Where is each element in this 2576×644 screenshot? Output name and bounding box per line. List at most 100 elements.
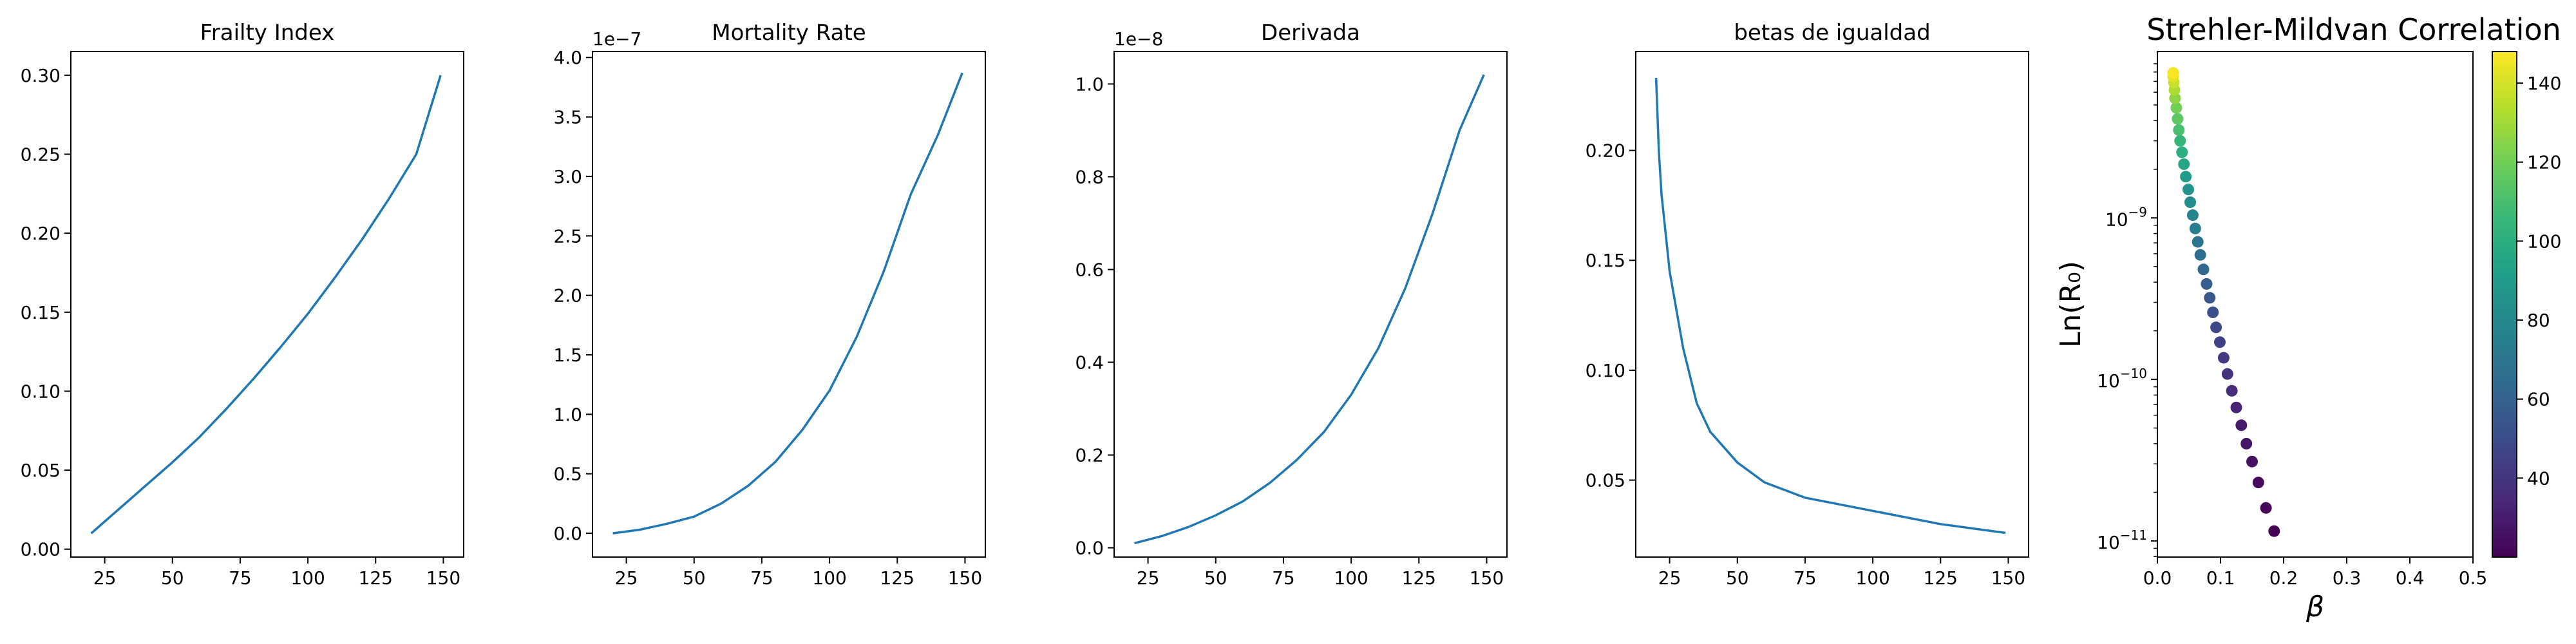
y-tick-label: 3.5 bbox=[553, 107, 582, 128]
subplot-2: Mortality Rate 1e−7 25 50 75 100 125 150 0.0 0.5 1… bbox=[553, 20, 986, 589]
subplot-title: Derivada bbox=[1261, 20, 1360, 46]
series-line bbox=[612, 72, 963, 535]
scatter-point bbox=[2204, 292, 2216, 304]
scatter-point bbox=[2184, 196, 2196, 208]
y-tick-label: 0.5 bbox=[553, 464, 582, 485]
scatter-point bbox=[2174, 135, 2186, 147]
scatter-point bbox=[2221, 368, 2233, 380]
x-tick-label: 100 bbox=[290, 567, 325, 589]
scatter-point bbox=[2167, 67, 2179, 79]
colorbar-tick-label: 120 bbox=[2527, 152, 2561, 173]
x-tick-label: 0.1 bbox=[2206, 567, 2235, 589]
y-tick-label: 0.20 bbox=[1586, 140, 1625, 162]
x-tick-label: 25 bbox=[1658, 567, 1681, 589]
axes-frame bbox=[70, 51, 464, 558]
y-tick-label: 0.10 bbox=[1586, 360, 1625, 381]
colorbar-tick-label: 80 bbox=[2527, 310, 2550, 331]
scatter-point bbox=[2246, 455, 2258, 468]
y-tick-label: 2.0 bbox=[553, 285, 582, 307]
x-tick-label: 50 bbox=[161, 567, 184, 589]
scatter-point bbox=[2183, 184, 2194, 196]
colorbar: 40 60 80 100 120 140 bbox=[2492, 51, 2561, 558]
y-tick-label: 0.4 bbox=[1075, 352, 1104, 374]
scatter-point bbox=[2235, 419, 2248, 431]
y-tick-label: 0.0 bbox=[1075, 538, 1104, 559]
y-tick-label: 1.5 bbox=[553, 345, 582, 366]
scatter-point bbox=[2172, 113, 2184, 125]
x-tick-label: 75 bbox=[1272, 567, 1295, 589]
x-tick-label: 75 bbox=[229, 567, 252, 589]
scatter-point bbox=[2207, 307, 2219, 318]
y-tick-label: 0.05 bbox=[21, 460, 61, 481]
x-tick-label: 100 bbox=[812, 567, 846, 589]
scatter-point bbox=[2169, 92, 2181, 104]
subplot-title: Strehler-Mildvan Correlation bbox=[2146, 12, 2561, 47]
y-tick-label: 0.05 bbox=[1586, 470, 1625, 491]
colorbar-tick-label: 40 bbox=[2527, 468, 2550, 489]
series-line bbox=[1134, 74, 1485, 545]
x-tick-label: 125 bbox=[880, 567, 914, 589]
y-tick-label: 0.15 bbox=[21, 302, 61, 323]
y-tick-label: 2.5 bbox=[553, 225, 582, 247]
scatter-point bbox=[2186, 209, 2199, 222]
y-tick-label: 0.30 bbox=[21, 65, 61, 86]
subplot-4: betas de igualdad 25 50 75 100 125 150 0.05 0.10… bbox=[1586, 20, 2029, 589]
x-tick-label: 150 bbox=[1991, 567, 2025, 589]
y-tick-label: 1.0 bbox=[1075, 73, 1104, 95]
x-tick-label: 0.0 bbox=[2143, 567, 2172, 589]
scatter-point bbox=[2197, 263, 2210, 276]
colorbar-tick-label: 140 bbox=[2527, 73, 2561, 94]
scatter-point bbox=[2178, 158, 2190, 170]
x-tick-label: 25 bbox=[1137, 567, 1160, 589]
y-tick-label: 10−9 bbox=[2105, 204, 2147, 230]
axes-frame bbox=[1635, 51, 2029, 558]
scatter-point bbox=[2240, 437, 2253, 450]
colorbar-tick-label: 100 bbox=[2527, 231, 2561, 252]
x-tick-label: 150 bbox=[948, 567, 982, 589]
scatter-point bbox=[2217, 352, 2230, 364]
subplot-title: Mortality Rate bbox=[712, 20, 866, 46]
x-tick-label: 0.5 bbox=[2459, 567, 2488, 589]
x-tick-label: 50 bbox=[1204, 567, 1227, 589]
x-tick-label: 125 bbox=[1402, 567, 1436, 589]
scatter-point bbox=[2252, 477, 2264, 489]
y-tick-label: 3.0 bbox=[553, 166, 582, 187]
scatter-point bbox=[2230, 401, 2242, 413]
y-tick-label: 0.0 bbox=[553, 523, 582, 544]
scatter-point bbox=[2192, 236, 2204, 248]
y-tick-label: 10−11 bbox=[2097, 527, 2147, 553]
x-tick-label: 75 bbox=[750, 567, 773, 589]
subplot-title: betas de igualdad bbox=[1734, 20, 1930, 46]
y-tick-label: 0.00 bbox=[21, 539, 61, 560]
y-tick-label: 0.10 bbox=[21, 381, 61, 402]
subplot-5: Strehler-Mildvan Correlation 0.0 0.1 0.2 0.3… bbox=[2054, 12, 2561, 623]
scatter-point bbox=[2268, 525, 2280, 537]
axes-frame bbox=[1113, 51, 1508, 558]
colorbar-frame bbox=[2492, 51, 2517, 558]
x-tick-label: 50 bbox=[683, 567, 706, 589]
scatter-point bbox=[2180, 171, 2192, 183]
y-tick-label: 4.0 bbox=[553, 47, 582, 68]
x-tick-label: 0.4 bbox=[2396, 567, 2425, 589]
scatter-point bbox=[2260, 502, 2272, 514]
scatter-point bbox=[2176, 146, 2188, 158]
scatter-point bbox=[2189, 222, 2201, 234]
y-tick-label: 1.0 bbox=[553, 404, 582, 425]
y-tick-label: 0.8 bbox=[1075, 166, 1104, 187]
colorbar-tick-label: 60 bbox=[2527, 389, 2550, 410]
y-tick-label: 0.15 bbox=[1586, 250, 1625, 271]
subplot-title: Frailty Index bbox=[200, 20, 335, 46]
colorbar-gradient bbox=[2492, 52, 2517, 557]
y-tick-label: 0.6 bbox=[1075, 259, 1104, 280]
scatter-point bbox=[2173, 124, 2185, 136]
subplot-1: Frailty Index 25 50 75 100 125 150 0.00 0.05 0.10… bbox=[21, 20, 464, 589]
scatter-point bbox=[2214, 336, 2226, 348]
series-line bbox=[90, 75, 442, 535]
x-tick-label: 100 bbox=[1855, 567, 1889, 589]
scatter-point bbox=[2210, 321, 2222, 334]
axes-frame bbox=[592, 51, 986, 558]
y-tick-label: 0.25 bbox=[21, 144, 61, 165]
x-tick-label: 125 bbox=[359, 567, 393, 589]
scatter-point bbox=[2194, 249, 2206, 261]
